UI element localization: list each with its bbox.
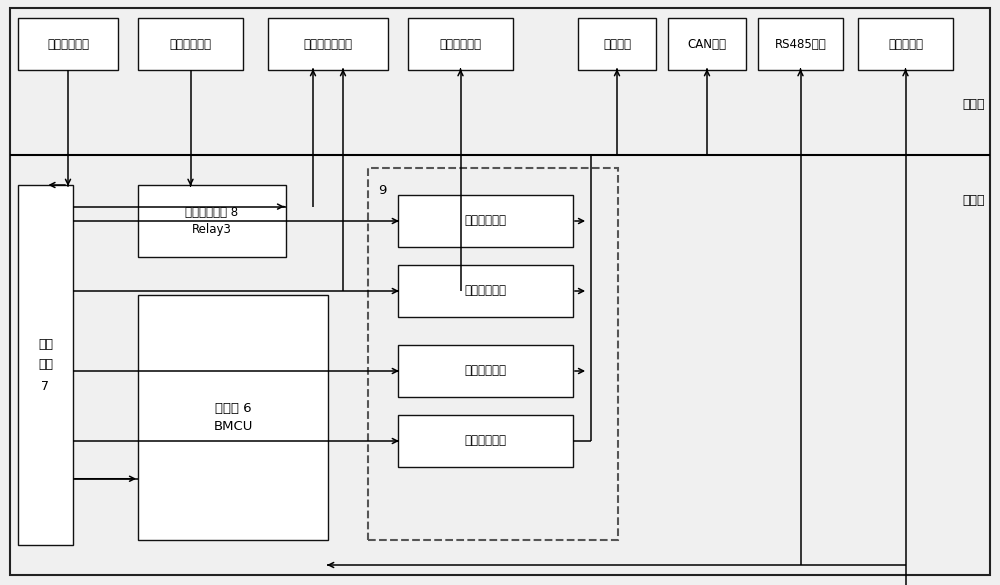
Text: 本安电源模块: 本安电源模块 bbox=[464, 435, 507, 448]
Text: 主控板 6
BMCU: 主控板 6 BMCU bbox=[213, 401, 253, 433]
Text: 9: 9 bbox=[378, 184, 386, 197]
Text: 电源
转换
7: 电源 转换 7 bbox=[38, 338, 53, 393]
Text: RS485通信: RS485通信 bbox=[775, 37, 826, 50]
Bar bbox=[668, 18, 746, 70]
Text: 本安输出端子: 本安输出端子 bbox=[440, 37, 482, 50]
Text: 主控腔: 主控腔 bbox=[962, 194, 985, 207]
Bar bbox=[138, 18, 243, 70]
Text: 外电输入端子: 外电输入端子 bbox=[47, 37, 89, 50]
Bar bbox=[138, 185, 286, 257]
Bar bbox=[138, 295, 328, 540]
Bar bbox=[18, 185, 73, 545]
Text: 主回路继电器 8
Relay3: 主回路继电器 8 Relay3 bbox=[185, 205, 239, 236]
Text: CAN总线: CAN总线 bbox=[688, 37, 726, 50]
Bar bbox=[18, 18, 118, 70]
Text: 液晶供电: 液晶供电 bbox=[603, 37, 631, 50]
Bar bbox=[398, 195, 573, 247]
Bar bbox=[268, 18, 388, 70]
Text: 本安电源模块: 本安电源模块 bbox=[464, 215, 507, 228]
Bar bbox=[408, 18, 513, 70]
Bar bbox=[398, 265, 573, 317]
Text: 电池输入端子: 电池输入端子 bbox=[170, 37, 212, 50]
Bar bbox=[368, 168, 618, 540]
Text: 充放电控制: 充放电控制 bbox=[888, 37, 923, 50]
Text: 接线腔: 接线腔 bbox=[962, 98, 985, 112]
Text: 本安电源模块: 本安电源模块 bbox=[464, 284, 507, 298]
Bar bbox=[858, 18, 953, 70]
Text: 非本安输出端子: 非本安输出端子 bbox=[304, 37, 352, 50]
Bar bbox=[398, 415, 573, 467]
Text: 本安电源模块: 本安电源模块 bbox=[464, 364, 507, 377]
Bar bbox=[578, 18, 656, 70]
Bar bbox=[398, 345, 573, 397]
Bar bbox=[758, 18, 843, 70]
